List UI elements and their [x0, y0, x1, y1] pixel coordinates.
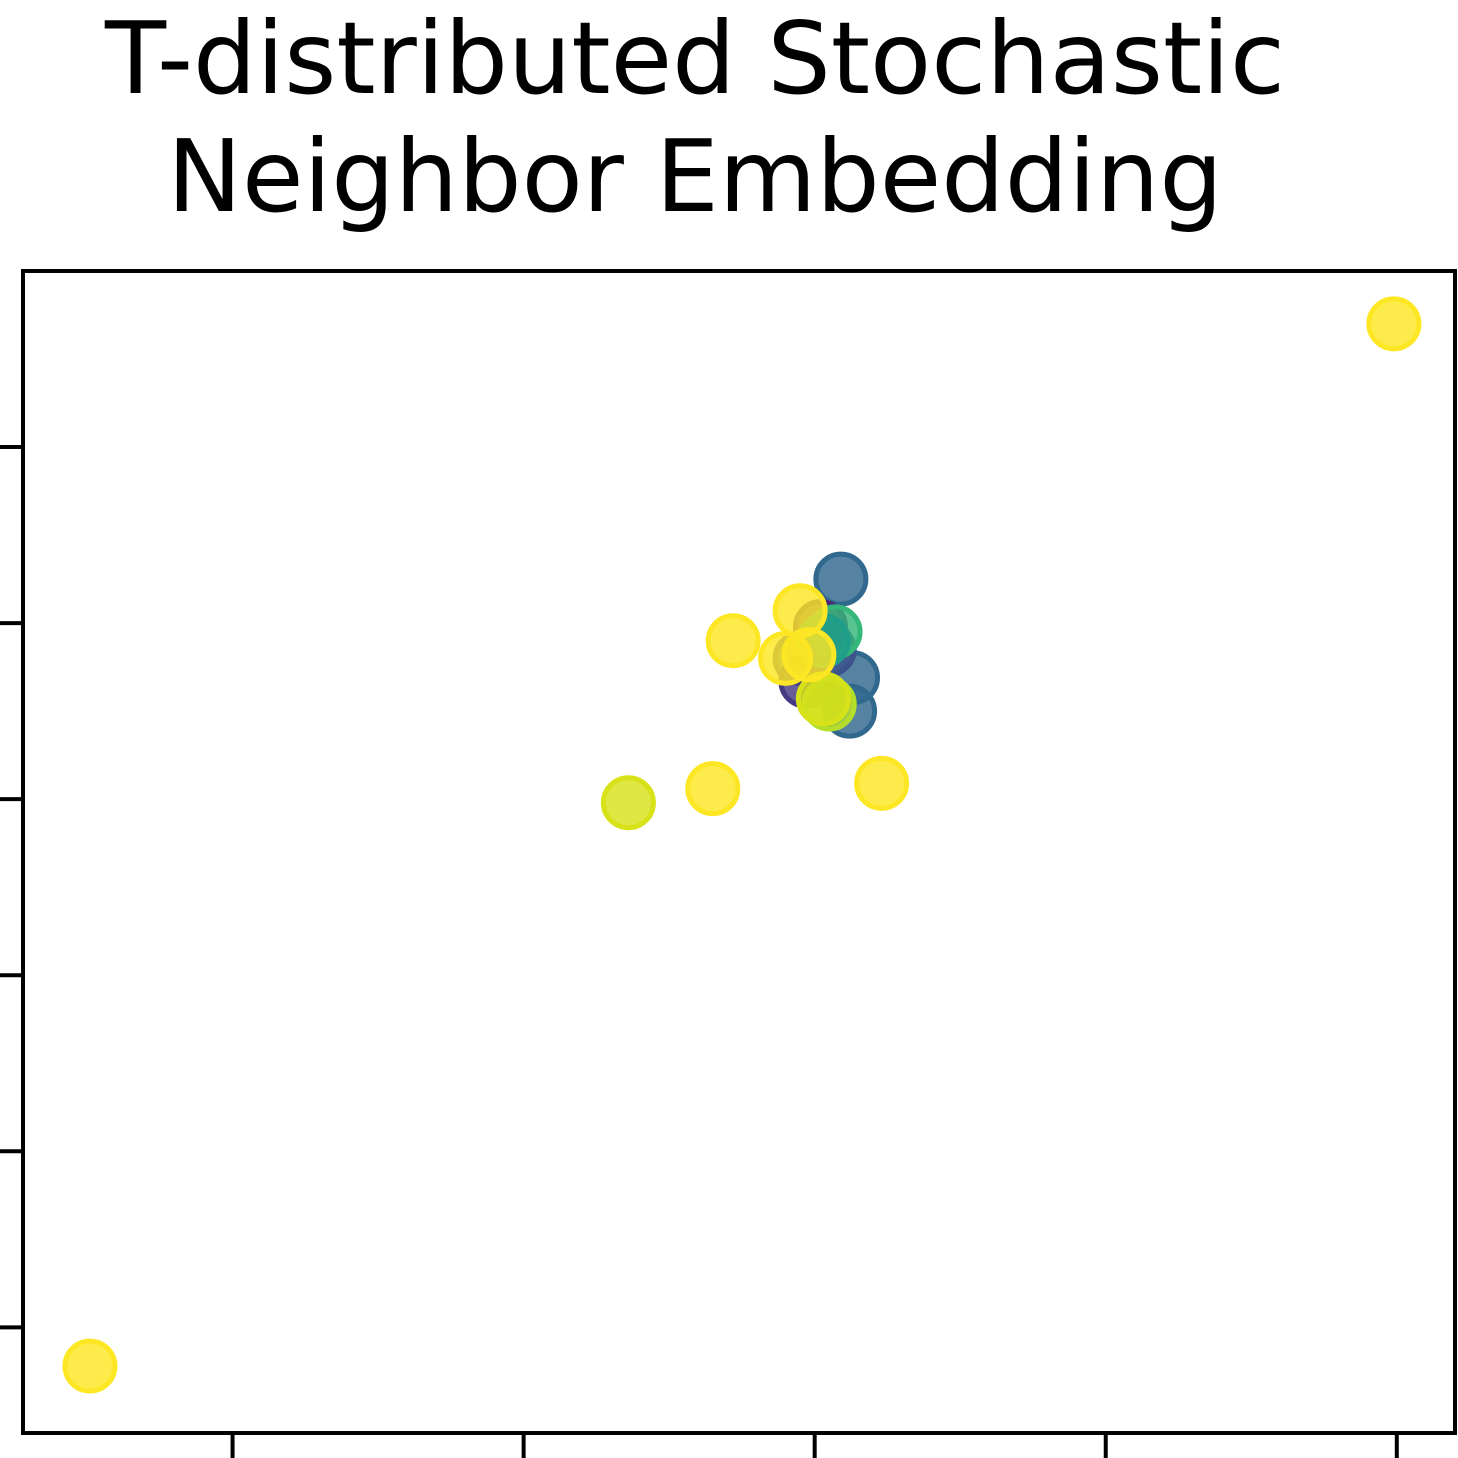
chart-title: T-distributed Stochastic Neighbor Embedd… — [0, 0, 1390, 236]
scatter-point-13 — [705, 613, 761, 669]
scatter-point-17 — [781, 627, 837, 683]
scatter-point-15 — [854, 755, 910, 811]
chart-title-line-1: T-distributed Stochastic — [105, 0, 1285, 117]
ticks-layer — [0, 445, 1399, 1458]
scatter-point-16 — [600, 775, 656, 831]
scatter-point-11 — [772, 583, 828, 639]
scatter-point-19 — [62, 1338, 118, 1394]
points-layer — [62, 296, 1422, 1394]
scatter-point-0 — [813, 551, 869, 607]
chart-title-line-2: Neighbor Embedding — [167, 118, 1223, 235]
scatter-point-18 — [1366, 296, 1422, 352]
plot-frame — [21, 269, 1457, 1435]
scatter-point-14 — [685, 761, 741, 817]
